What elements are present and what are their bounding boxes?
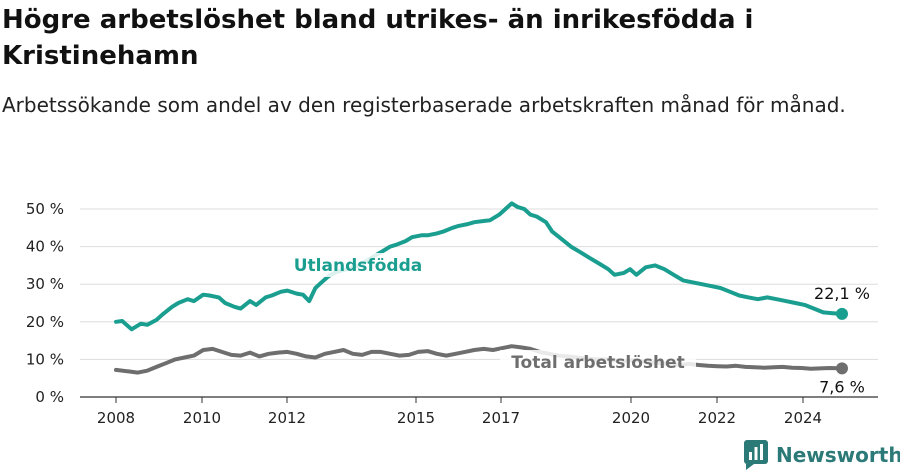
total-end-point xyxy=(836,362,848,375)
x-tick-label: 2024 xyxy=(784,409,822,427)
y-tick-label: 0 % xyxy=(35,388,64,406)
total-label-bg xyxy=(500,350,696,374)
utlandsfodda-end-label: 22,1 % xyxy=(814,284,870,303)
x-tick-label: 2012 xyxy=(268,409,306,427)
x-tick-label: 2010 xyxy=(183,409,221,427)
gridlines xyxy=(80,208,878,398)
y-tick-label: 10 % xyxy=(26,350,64,368)
utlandsfodda-line xyxy=(114,201,844,332)
labels-layer: 22,1 % 7,6 % Utlandsfödda Total arbetslöshe… xyxy=(282,253,870,396)
x-tick-label: 2020 xyxy=(612,409,650,427)
utlandsfodda-series-label: Utlandsfödda xyxy=(294,256,423,276)
y-tick-label: 40 % xyxy=(26,238,64,256)
y-tick-label: 50 % xyxy=(26,200,64,218)
x-tick-label: 2008 xyxy=(97,409,135,427)
y-tick-label: 20 % xyxy=(26,313,64,331)
x-tick-label: 2017 xyxy=(482,409,520,427)
y-tick-label: 30 % xyxy=(26,275,64,293)
x-tick-label: 2022 xyxy=(698,409,736,427)
newsworthy-brand[interactable]: Newsworthy xyxy=(744,440,900,470)
utlandsfodda-end-point xyxy=(836,307,848,320)
total-end-label: 7,6 % xyxy=(819,377,865,396)
series-layer xyxy=(114,201,848,375)
total-series-label: Total arbetslöshet xyxy=(511,353,685,373)
total-line xyxy=(114,344,844,375)
y-axis: 0 % 10 % 20 % 30 % 40 % 50 % xyxy=(26,200,64,406)
x-tick-label: 2015 xyxy=(397,409,435,427)
newsworthy-logo-icon xyxy=(744,440,768,470)
brand-name: Newsworthy xyxy=(776,443,900,467)
x-axis: 2008 2010 2012 2015 2017 2020 2022 2024 xyxy=(97,397,822,427)
utlandsfodda-label-bg xyxy=(282,253,432,277)
chart-subtitle: Arbetssökande som andel av den registerb… xyxy=(2,93,846,117)
chart-title: Högre arbetslöshet bland utrikes- än inr… xyxy=(2,5,754,71)
